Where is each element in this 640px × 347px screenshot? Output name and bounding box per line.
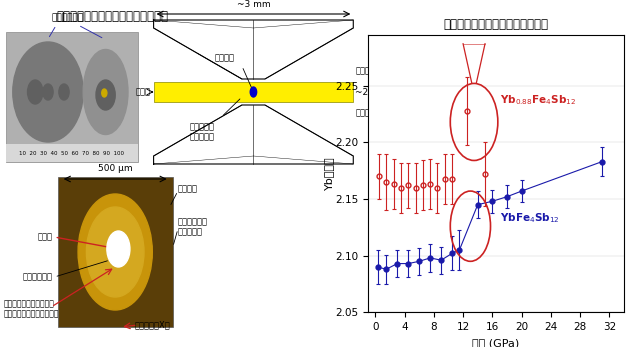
Text: サンプル: サンプル xyxy=(214,53,234,62)
Text: 10  20  30  40  50  60  70  80  90  100: 10 20 30 40 50 60 70 80 90 100 xyxy=(19,151,124,155)
Text: YbFe$_4$Sb$_{12}$: YbFe$_4$Sb$_{12}$ xyxy=(500,211,559,225)
Text: ダイヤモンド: ダイヤモンド xyxy=(51,13,83,22)
Circle shape xyxy=(96,80,115,110)
Y-axis label: Ybの価数: Ybの価数 xyxy=(324,157,333,190)
Circle shape xyxy=(28,80,43,104)
Text: ~2 mm: ~2 mm xyxy=(355,87,388,96)
Circle shape xyxy=(107,231,130,267)
Text: ベリリウムガスケットの
の中のサンプルを入れる穴: ベリリウムガスケットの の中のサンプルを入れる穴 xyxy=(3,299,59,319)
Text: 高圧をかけるダイヤモンドアンビル: 高圧をかけるダイヤモンドアンビル xyxy=(56,10,168,23)
Circle shape xyxy=(86,207,144,297)
Circle shape xyxy=(59,84,69,100)
Text: ~3 mm: ~3 mm xyxy=(237,0,270,9)
Text: ダイヤモンド
キュレット: ダイヤモンド キュレット xyxy=(178,217,208,237)
Text: ベリリウム
ガスケット: ベリリウム ガスケット xyxy=(190,122,215,141)
Circle shape xyxy=(78,194,152,310)
Ellipse shape xyxy=(13,42,83,142)
Circle shape xyxy=(102,89,107,97)
Text: 散乱されたX線: 散乱されたX線 xyxy=(134,320,170,329)
Bar xyxy=(154,82,353,102)
Text: 放射光: 放射光 xyxy=(136,87,150,96)
X-axis label: 圧力 (GPa): 圧力 (GPa) xyxy=(472,338,520,347)
Title: 圧力によって誘起された価数転移: 圧力によって誘起された価数転移 xyxy=(444,18,548,31)
Bar xyxy=(6,32,138,162)
Ellipse shape xyxy=(83,50,128,135)
Text: Yb$_{0.88}$Fe$_4$Sb$_{12}$: Yb$_{0.88}$Fe$_4$Sb$_{12}$ xyxy=(500,94,576,107)
Circle shape xyxy=(250,87,257,97)
Text: 500 μm: 500 μm xyxy=(98,164,132,173)
Text: ダイヤモンド: ダイヤモンド xyxy=(355,67,385,76)
Circle shape xyxy=(43,84,53,100)
Text: ルビーボール: ルビーボール xyxy=(22,272,52,281)
Text: 放射光: 放射光 xyxy=(38,232,52,242)
Text: 測定試料: 測定試料 xyxy=(178,185,198,194)
Bar xyxy=(6,144,138,162)
Text: ダイヤモンド: ダイヤモンド xyxy=(355,109,385,118)
Bar xyxy=(58,177,173,327)
